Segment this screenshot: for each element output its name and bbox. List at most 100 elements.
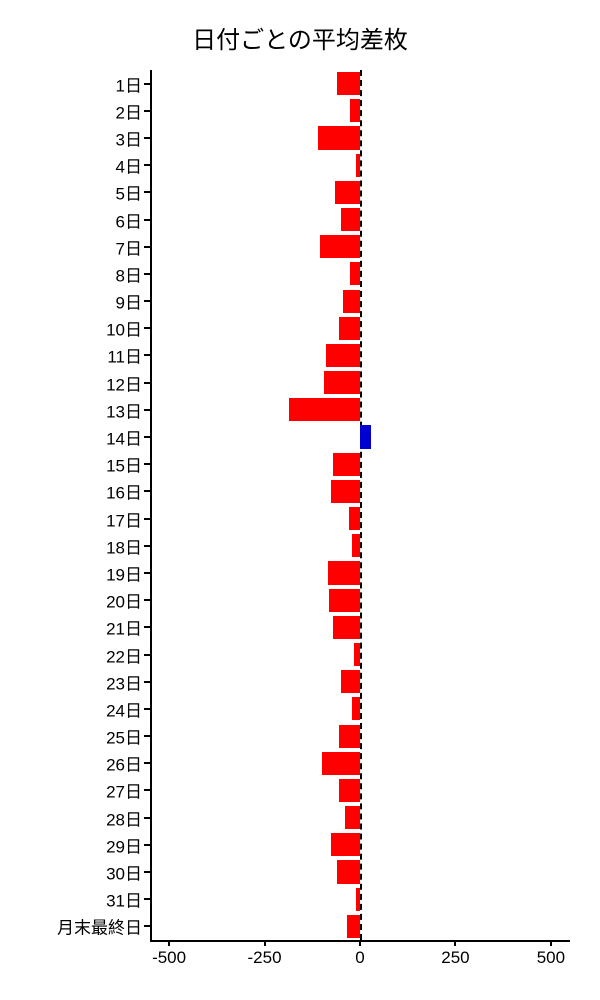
y-category-label: 18日 <box>106 533 150 558</box>
x-tick-label: 0 <box>355 948 364 968</box>
y-category-label: 1日 <box>116 71 150 96</box>
y-category-label: 11日 <box>107 343 150 368</box>
bar <box>339 725 360 748</box>
bar <box>350 99 360 122</box>
y-category-label: 30日 <box>106 860 150 885</box>
bar-row <box>150 99 570 122</box>
x-tick-label: -500 <box>152 948 186 968</box>
bar-row <box>150 534 570 557</box>
bar-row <box>150 371 570 394</box>
bar-row <box>150 262 570 285</box>
x-tick <box>359 940 361 946</box>
bar-row <box>150 317 570 340</box>
bar-row <box>150 833 570 856</box>
y-category-label: 24日 <box>106 696 150 721</box>
bar-row <box>150 235 570 258</box>
bar <box>339 779 360 802</box>
bar-row <box>150 344 570 367</box>
bar <box>331 480 360 503</box>
y-category-label: 27日 <box>106 778 150 803</box>
bar <box>328 561 360 584</box>
y-category-label: 31日 <box>106 887 150 912</box>
y-category-label: 23日 <box>106 669 150 694</box>
x-tick-label: 250 <box>441 948 469 968</box>
y-category-label: 10日 <box>106 316 150 341</box>
y-category-label: 17日 <box>106 506 150 531</box>
bar-row <box>150 425 570 448</box>
y-category-label: 2日 <box>116 98 150 123</box>
bar <box>341 208 360 231</box>
bar-row <box>150 779 570 802</box>
bar-row <box>150 860 570 883</box>
bar-row <box>150 616 570 639</box>
bar-row <box>150 507 570 530</box>
y-category-label: 8日 <box>116 261 150 286</box>
bar <box>289 398 360 421</box>
bar <box>347 915 360 938</box>
bar-row <box>150 915 570 938</box>
bar <box>335 181 360 204</box>
bar <box>352 534 360 557</box>
bar <box>324 371 360 394</box>
y-category-label: 9日 <box>116 289 150 314</box>
bar <box>333 616 360 639</box>
bar <box>331 833 360 856</box>
y-category-label: 21日 <box>106 615 150 640</box>
bar-row <box>150 290 570 313</box>
bar <box>352 697 360 720</box>
y-category-label: 25日 <box>106 724 150 749</box>
bar <box>320 235 360 258</box>
x-tick <box>454 940 456 946</box>
bar <box>350 262 360 285</box>
bar-row <box>150 126 570 149</box>
x-tick <box>550 940 552 946</box>
chart-container: 日付ごとの平均差枚 1日2日3日4日5日6日7日8日9日10日11日12日13日… <box>0 0 600 1000</box>
x-tick-label: 500 <box>537 948 565 968</box>
y-category-label: 14日 <box>106 425 150 450</box>
bar <box>356 888 360 911</box>
x-tick <box>264 940 266 946</box>
x-tick-label: -250 <box>248 948 282 968</box>
y-category-label: 12日 <box>106 370 150 395</box>
bar-row <box>150 643 570 666</box>
bar <box>337 860 360 883</box>
bar <box>360 425 371 448</box>
bar-row <box>150 697 570 720</box>
bar <box>333 453 360 476</box>
y-category-label: 29日 <box>106 832 150 857</box>
bar <box>318 126 360 149</box>
bar-row <box>150 888 570 911</box>
y-category-label: 6日 <box>116 207 150 232</box>
bar-row <box>150 398 570 421</box>
y-category-label: 22日 <box>106 642 150 667</box>
bar-row <box>150 589 570 612</box>
y-category-label: 月末最終日 <box>57 914 150 939</box>
y-category-label: 19日 <box>106 560 150 585</box>
bar <box>339 317 360 340</box>
y-category-label: 15日 <box>106 452 150 477</box>
bar <box>343 290 360 313</box>
bar <box>345 806 360 829</box>
y-category-label: 5日 <box>116 180 150 205</box>
bar-row <box>150 154 570 177</box>
bar-row <box>150 725 570 748</box>
plot-area: 1日2日3日4日5日6日7日8日9日10日11日12日13日14日15日16日1… <box>150 70 570 940</box>
y-category-label: 26日 <box>106 751 150 776</box>
bar-row <box>150 670 570 693</box>
bar <box>322 752 360 775</box>
y-category-label: 13日 <box>106 397 150 422</box>
y-category-label: 4日 <box>116 153 150 178</box>
bar <box>356 154 360 177</box>
bar <box>337 72 360 95</box>
bar <box>349 507 360 530</box>
bar-row <box>150 480 570 503</box>
y-category-label: 7日 <box>116 234 150 259</box>
bar-row <box>150 453 570 476</box>
bar-row <box>150 752 570 775</box>
bar <box>341 670 360 693</box>
bar-row <box>150 181 570 204</box>
y-category-label: 16日 <box>106 479 150 504</box>
y-category-label: 28日 <box>106 805 150 830</box>
bar <box>354 643 360 666</box>
bar-row <box>150 208 570 231</box>
